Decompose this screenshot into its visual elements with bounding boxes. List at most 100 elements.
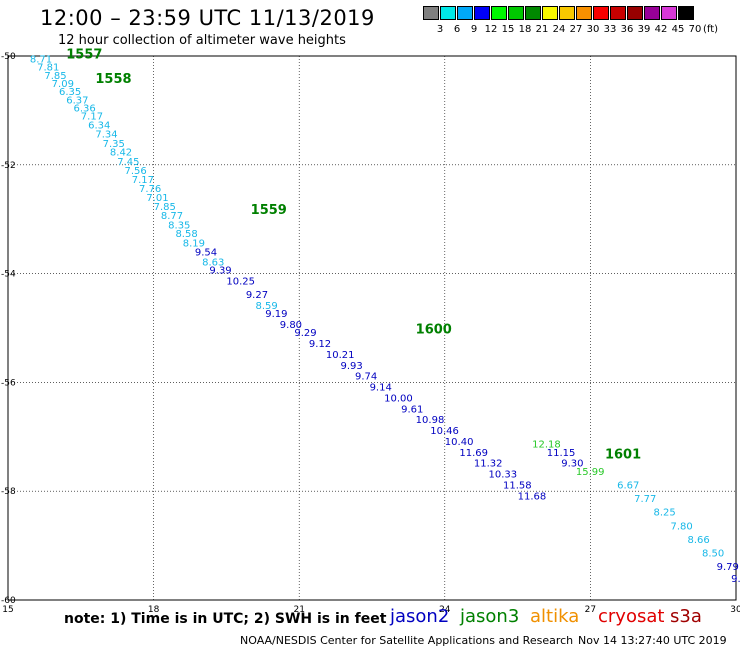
wave-height-label: 11.58: [503, 480, 532, 491]
legend-unit: (ft): [703, 24, 719, 35]
wave-height-label: 7.35: [103, 139, 125, 150]
wave-height-label: 7.34: [95, 130, 117, 141]
wave-height-label: 9.88: [731, 574, 740, 585]
wave-height-label: 8.77: [161, 211, 183, 222]
legend-swatch: [610, 6, 626, 20]
chart-subtitle: 12 hour collection of altimeter wave hei…: [58, 33, 346, 48]
time-label: 1601: [605, 448, 641, 463]
wave-height-label: 10.00: [384, 393, 413, 404]
wave-height-label: 9.93: [340, 361, 362, 372]
legend-tick-label: 33: [603, 24, 617, 35]
wave-height-label: 8.66: [687, 535, 709, 546]
wave-height-label: 6.34: [88, 120, 110, 131]
wave-height-label: 8.71: [30, 55, 52, 66]
wave-height-label: 7.81: [37, 63, 59, 74]
wave-height-label: 7.76: [139, 184, 161, 195]
wave-height-label: 7.80: [670, 521, 692, 532]
wave-height-label: 6.37: [66, 95, 88, 106]
wave-height-label: 10.98: [416, 415, 445, 426]
wave-height-label: 9.12: [309, 339, 331, 350]
legend-swatch: [525, 6, 541, 20]
wave-height-label: 7.17: [81, 112, 103, 123]
wave-height-label: 8.42: [110, 148, 132, 159]
legend-tick-label: 15: [501, 24, 515, 35]
wave-height-label: 9.29: [294, 328, 316, 339]
wave-height-label: 10.33: [488, 470, 517, 481]
time-label: 1559: [251, 203, 287, 218]
time-label: 1600: [416, 322, 452, 337]
wave-height-label: 7.77: [634, 494, 656, 505]
wave-height-label: 8.50: [702, 548, 724, 559]
wave-height-label: 8.59: [256, 301, 278, 312]
legend-swatch: [593, 6, 609, 20]
y-tick-label: -56: [1, 378, 16, 388]
wave-height-label: 7.09: [52, 79, 74, 90]
wave-height-label: 9.39: [209, 266, 231, 277]
y-tick-label: -50: [1, 52, 16, 62]
legend-swatch: [576, 6, 592, 20]
wave-height-label: 15.99: [576, 467, 605, 478]
wave-height-label: 9.79: [717, 562, 739, 573]
wave-height-label: 7.45: [117, 157, 139, 168]
wave-height-label: 7.01: [146, 193, 168, 204]
wave-height-label: 9.74: [355, 372, 377, 383]
wave-height-label: 10.25: [226, 276, 255, 287]
legend-swatch: [542, 6, 558, 20]
legend-tick-label: 9: [470, 24, 478, 35]
wave-height-label: 6.36: [74, 103, 96, 114]
wave-height-label: 10.46: [430, 426, 459, 437]
wave-height-label: 10.40: [445, 437, 474, 448]
footnote: note: 1) Time is in UTC; 2) SWH is in fe…: [64, 611, 387, 627]
wave-height-label: 9.14: [370, 383, 392, 394]
wave-height-label: 7.56: [124, 166, 146, 177]
wave-height-label: 9.27: [246, 290, 268, 301]
legend-tick-label: 36: [620, 24, 634, 35]
wave-height-label: 7.17: [132, 175, 154, 186]
legend-tick-label: 24: [552, 24, 566, 35]
wave-height-label: 7.85: [154, 202, 176, 213]
x-tick-label: 27: [585, 605, 596, 615]
wave-height-label: 8.58: [175, 229, 197, 240]
legend-swatch: [678, 6, 694, 20]
legend-tick-label: 6: [453, 24, 461, 35]
legend-swatch: [474, 6, 490, 20]
legend-swatch: [423, 6, 439, 20]
legend-swatch: [457, 6, 473, 20]
time-label: 1557: [66, 48, 102, 63]
legend-swatch: [491, 6, 507, 20]
satellite-name-cryosat: cryosat: [598, 606, 665, 627]
legend-tick-label: 42: [654, 24, 668, 35]
wave-height-label: 9.61: [401, 404, 423, 415]
legend-swatch: [644, 6, 660, 20]
legend-tick-label: 30: [586, 24, 600, 35]
y-tick-label: -54: [1, 270, 16, 280]
legend-swatch: [508, 6, 524, 20]
wave-height-label: 9.80: [280, 320, 302, 331]
legend-swatch: [559, 6, 575, 20]
x-tick-label: 21: [293, 605, 304, 615]
wave-height-label: 8.63: [202, 257, 224, 268]
legend-tick-label: 18: [518, 24, 532, 35]
x-tick-label: 24: [439, 605, 451, 615]
y-tick-label: -60: [1, 596, 16, 606]
wave-height-label: 8.35: [168, 220, 190, 231]
x-tick-label: 30: [730, 605, 740, 615]
legend-swatch: [627, 6, 643, 20]
wave-height-label: 11.32: [474, 459, 503, 470]
legend-tick-label: 39: [637, 24, 651, 35]
legend-tick-label: 70: [688, 24, 702, 35]
time-label: 1558: [95, 72, 131, 87]
legend-tick-label: 3: [436, 24, 444, 35]
wave-height-label: 9.54: [195, 248, 217, 259]
y-tick-label: -52: [1, 161, 16, 171]
legend-swatch: [440, 6, 456, 20]
satellite-name-s3a: s3a: [670, 606, 702, 627]
wave-height-label: 8.19: [183, 238, 205, 249]
satellite-name-jason2: jason2: [390, 606, 450, 627]
wave-height-label: 8.25: [653, 508, 675, 519]
legend-swatch: [661, 6, 677, 20]
wave-height-label: 10.21: [326, 350, 355, 361]
wave-height-label: 6.67: [617, 480, 639, 491]
legend-tick-label: 12: [484, 24, 498, 35]
